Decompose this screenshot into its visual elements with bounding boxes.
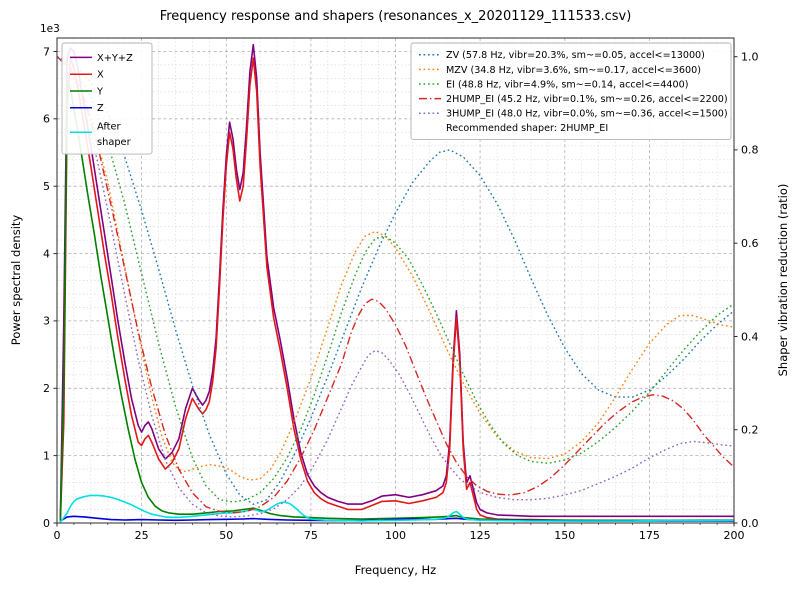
legend-shaper-label: 2HUMP_EI (45.2 Hz, vibr=0.1%, sm~=0.26, … bbox=[446, 94, 728, 105]
x-tick-label: 150 bbox=[554, 529, 575, 542]
y-right-tick-label: 0.6 bbox=[741, 237, 759, 250]
chart-title: Frequency response and shapers (resonanc… bbox=[159, 9, 632, 24]
y-right-tick-label: 0.2 bbox=[741, 424, 759, 437]
shaper-curve-3hump_ei bbox=[57, 56, 734, 518]
legend-psd-label: X+Y+Z bbox=[97, 53, 133, 64]
legend-shaper-box bbox=[410, 42, 732, 141]
legend-psd-label: Z bbox=[97, 103, 104, 114]
x-tick-label: 125 bbox=[470, 529, 491, 542]
y-left-tick-label: 0 bbox=[43, 517, 50, 530]
x-tick-label: 75 bbox=[304, 529, 318, 542]
x-tick-label: 50 bbox=[219, 529, 233, 542]
y-axis-label-right: Shaper vibration reduction (ratio) bbox=[776, 183, 790, 377]
y-left-tick-label: 3 bbox=[43, 315, 50, 328]
legend-psd-box bbox=[61, 42, 153, 155]
legend-shaper-label: ZV (57.8 Hz, vibr=20.3%, sm~=0.05, accel… bbox=[446, 50, 705, 61]
psd-curve-x bbox=[59, 57, 734, 522]
legend-shaper-label: 3HUMP_EI (48.0 Hz, vibr=0.0%, sm~=0.36, … bbox=[446, 109, 728, 120]
legend-psd-label: After bbox=[97, 121, 121, 132]
legend-psd-label: X bbox=[97, 70, 104, 81]
y-right-tick-label: 0.8 bbox=[741, 144, 759, 157]
psd-curve-after-shaper bbox=[59, 494, 734, 523]
shaper-curve-ei bbox=[57, 56, 734, 503]
y-left-tick-label: 1 bbox=[43, 449, 50, 462]
y-left-tick-label: 7 bbox=[43, 45, 50, 58]
y-right-tick-label: 0.4 bbox=[741, 330, 759, 343]
legend-shaper-label: MZV (34.8 Hz, vibr=3.6%, sm~=0.17, accel… bbox=[446, 65, 701, 76]
shaper-curve-2hump_ei bbox=[57, 56, 734, 514]
legend-shaper-label: Recommended shaper: 2HUMP_EI bbox=[446, 123, 608, 134]
y-axis-label-left: Power spectral density bbox=[9, 214, 23, 346]
x-tick-label: 100 bbox=[385, 529, 406, 542]
x-tick-label: 175 bbox=[639, 529, 660, 542]
y-right-tick-label: 0.0 bbox=[741, 517, 759, 530]
y-left-tick-label: 5 bbox=[43, 180, 50, 193]
y-right-tick-label: 1.0 bbox=[741, 51, 759, 64]
y-axis-offset-label: 1e3 bbox=[40, 23, 60, 35]
x-tick-label: 25 bbox=[135, 529, 149, 542]
legend-shaper-label: EI (48.8 Hz, vibr=4.9%, sm~=0.14, accel<… bbox=[446, 79, 688, 90]
x-tick-label: 0 bbox=[54, 529, 61, 542]
y-left-tick-label: 2 bbox=[43, 382, 50, 395]
legend-psd-label: shaper bbox=[97, 137, 132, 148]
y-left-tick-label: 4 bbox=[43, 247, 50, 260]
legend-psd-label: Y bbox=[96, 86, 103, 97]
y-left-tick-label: 6 bbox=[43, 113, 50, 126]
x-tick-label: 200 bbox=[724, 529, 745, 542]
x-axis-label: Frequency, Hz bbox=[354, 563, 437, 577]
